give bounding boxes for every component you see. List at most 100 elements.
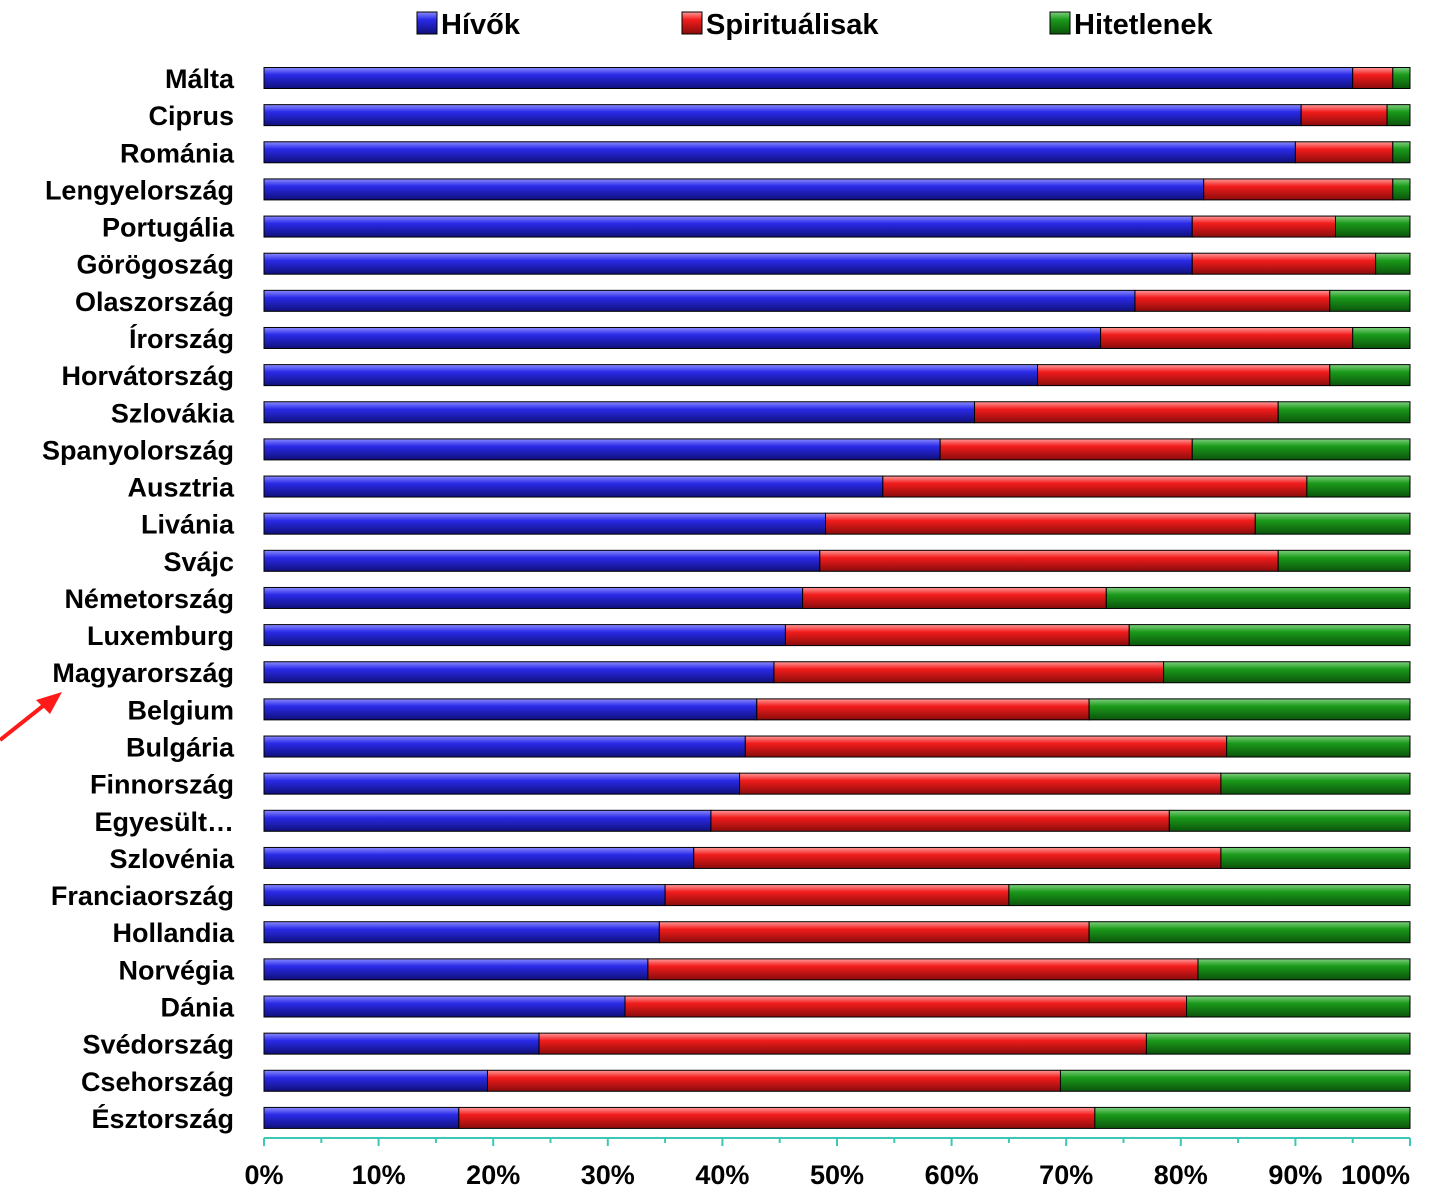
category-label: Románia — [120, 138, 235, 168]
category-label: Németország — [64, 584, 234, 614]
x-axis-ticks: 0% 10% 20% 30% 40% 50% 60% 70% 80% 90% 100% — [244, 1138, 1411, 1190]
bar-hivok-ciprus — [263, 104, 1302, 127]
category-label: Norvégia — [118, 955, 235, 985]
bar-hitetlenek-svajc — [1277, 549, 1411, 572]
x-tick-label: 50% — [810, 1160, 864, 1190]
category-label: Görögoszág — [76, 250, 234, 280]
bar-hitetlenek-lengyelorszag — [1392, 178, 1411, 201]
bar-spiritualisak-portugalia — [1191, 215, 1337, 238]
bar-hitetlenek-bulgaria — [1226, 735, 1411, 758]
category-label: Észtország — [91, 1103, 234, 1134]
bar-spiritualisak-spanyolorszag — [939, 438, 1193, 461]
bar-hitetlenek-esztorszag — [1094, 1106, 1411, 1129]
bar-spiritualisak-romania — [1294, 141, 1394, 164]
bar-hivok-magyarorszag — [263, 661, 775, 684]
bar-hitetlenek-hollandia — [1088, 921, 1411, 944]
category-label: Luxemburg — [87, 621, 234, 651]
bar-hivok-irorszag — [263, 326, 1102, 349]
bar-hitetlenek-luxemburg — [1128, 624, 1411, 647]
category-label: Olaszország — [75, 287, 234, 317]
category-label: Ausztria — [127, 473, 235, 503]
category-label: Szlovénia — [109, 844, 235, 874]
bar-hitetlenek-livania — [1254, 512, 1411, 535]
category-label: Portugália — [102, 213, 235, 243]
bar-spiritualisak-finnorszag — [739, 772, 1222, 795]
bar-hivok-lengyelorszag — [263, 178, 1205, 201]
bar-hivok-ausztria — [263, 475, 884, 498]
bar-hivok-hollandia — [263, 921, 660, 944]
bar-hivok-szlovakia — [263, 401, 976, 424]
bar-hitetlenek-irorszag — [1352, 326, 1411, 349]
category-labels: Málta Ciprus Románia Lengyelország Portugáli… — [42, 64, 235, 1134]
bar-spiritualisak-szlovakia — [974, 401, 1279, 424]
bar-spiritualisak-bulgaria — [744, 735, 1228, 758]
bar-spiritualisak-olaszorszag — [1134, 289, 1331, 312]
bar-hitetlenek-spanyolorszag — [1191, 438, 1411, 461]
bar-hivok-malta — [263, 67, 1354, 89]
category-label: Magyarország — [52, 658, 234, 688]
category-label: Csehország — [81, 1067, 234, 1097]
bar-hitetlenek-portugalia — [1335, 215, 1411, 238]
category-label: Írország — [129, 323, 234, 354]
legend-swatch-spiritualisak — [681, 11, 703, 35]
bar-hivok-horvatorszag — [263, 364, 1039, 387]
bar-spiritualisak-nemetorszag — [802, 586, 1107, 609]
bar-hivok-luxemburg — [263, 624, 786, 647]
category-label: Svájc — [163, 547, 234, 577]
bar-spiritualisak-esztorszag — [458, 1106, 1096, 1129]
bar-spiritualisak-csehorszag — [486, 1069, 1061, 1092]
legend-label-spiritualisak: Spirituálisak — [706, 9, 879, 41]
category-label: Szlovákia — [111, 398, 235, 428]
bar-hitetlenek-finnorszag — [1220, 772, 1411, 795]
bar-hitetlenek-svedorszag — [1145, 1032, 1411, 1055]
x-tick-label: 70% — [1039, 1160, 1093, 1190]
bar-hivok-csehorszag — [263, 1069, 488, 1092]
x-tick-label: 80% — [1154, 1160, 1208, 1190]
bar-spiritualisak-svedorszag — [538, 1032, 1147, 1055]
x-tick-label: 20% — [466, 1160, 520, 1190]
bar-hitetlenek-egyesult — [1168, 809, 1411, 832]
category-label: Finnország — [90, 770, 234, 800]
bar-spiritualisak-egyesult — [710, 809, 1170, 832]
category-label: Ciprus — [148, 101, 234, 131]
x-tick-label: 90% — [1268, 1160, 1322, 1190]
legend-swatch-hivok — [416, 11, 438, 35]
bar-hivok-svajc — [263, 549, 821, 572]
bar-hitetlenek-horvatorszag — [1329, 364, 1411, 387]
bar-spiritualisak-luxemburg — [784, 624, 1130, 647]
bar-hivok-dania — [263, 995, 626, 1018]
bars-group — [263, 67, 1411, 1129]
bar-spiritualisak-irorszag — [1100, 326, 1354, 349]
bar-spiritualisak-lengyelorszag — [1203, 178, 1394, 201]
bar-hitetlenek-nemetorszag — [1105, 586, 1411, 609]
bar-hivok-finnorszag — [263, 772, 741, 795]
legend: Hívők Spirituálisak Hitetlenek — [416, 9, 1213, 41]
bar-hitetlenek-szlovakia — [1277, 401, 1411, 424]
x-tick-label: 40% — [695, 1160, 749, 1190]
category-label: Dánia — [160, 993, 235, 1023]
category-label: Horvátország — [61, 361, 234, 391]
bar-hitetlenek-franciaorszag — [1008, 884, 1411, 907]
bar-hivok-franciaorszag — [263, 884, 666, 907]
bar-hitetlenek-csehorszag — [1059, 1069, 1411, 1092]
bar-hitetlenek-ausztria — [1306, 475, 1411, 498]
bar-spiritualisak-svajc — [819, 549, 1279, 572]
bar-spiritualisak-norvegia — [647, 958, 1199, 981]
bar-spiritualisak-gorogoszag — [1191, 252, 1377, 275]
bar-hitetlenek-olaszorszag — [1329, 289, 1411, 312]
legend-label-hitetlenek: Hitetlenek — [1074, 9, 1213, 41]
category-label: Bulgária — [126, 733, 235, 763]
legend-label-hivok: Hívők — [441, 9, 521, 41]
bar-hivok-gorogoszag — [263, 252, 1193, 275]
bar-hivok-livania — [263, 512, 827, 535]
bar-spiritualisak-franciaorszag — [664, 884, 1010, 907]
bar-spiritualisak-ciprus — [1300, 104, 1388, 127]
bar-hivok-romania — [263, 141, 1296, 164]
bar-hitetlenek-belgium — [1088, 698, 1411, 721]
x-tick-label: 10% — [352, 1160, 406, 1190]
bar-hitetlenek-ciprus — [1386, 104, 1411, 127]
category-label: Livánia — [141, 510, 235, 540]
bar-hitetlenek-romania — [1392, 141, 1411, 164]
x-tick-label: 0% — [244, 1160, 283, 1190]
